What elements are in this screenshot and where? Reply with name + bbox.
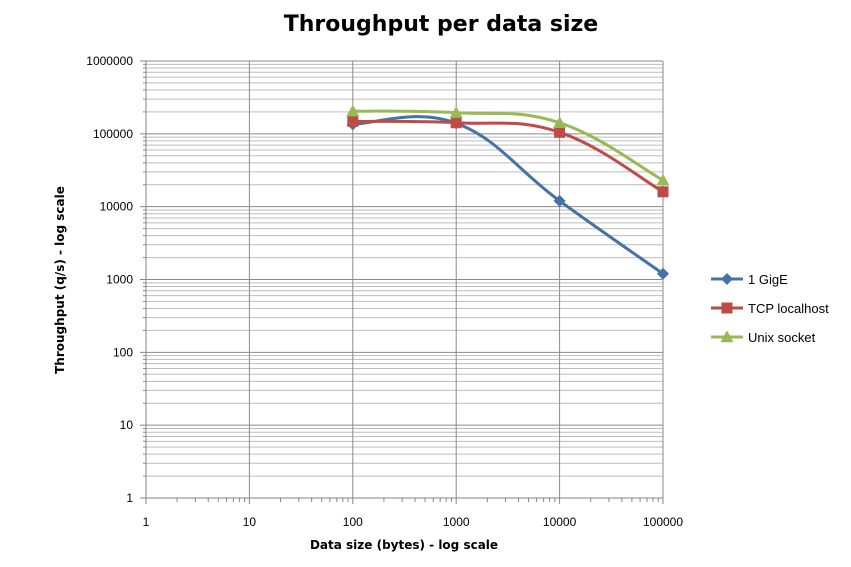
data-point-diamond <box>657 267 669 280</box>
series-line <box>351 119 665 194</box>
data-point-square <box>554 126 566 138</box>
legend-marker <box>721 273 733 285</box>
x-tick-label: 100000 <box>643 515 683 529</box>
data-point-triangle <box>449 106 463 118</box>
x-tick-label: 10000 <box>543 515 577 529</box>
y-tick-label: 100000 <box>93 127 133 141</box>
data-point-square <box>657 186 669 198</box>
data-point-triangle <box>346 104 360 117</box>
x-tick-label: 10 <box>243 515 257 529</box>
y-tick-label: 10000 <box>100 200 134 214</box>
data-point-square <box>347 115 359 127</box>
data-point-triangle <box>656 173 670 186</box>
legend: 1 GigE TCP localhost Unix socket <box>711 272 829 345</box>
series-1 <box>347 115 669 198</box>
legend-item: 1 GigE <box>711 272 788 287</box>
series-2 <box>346 104 670 186</box>
axes <box>140 60 664 504</box>
x-tick-label: 100 <box>343 515 363 529</box>
tick-labels: 1 10 100 1000 10000 100000 1000000 1 10 100 1000 10… <box>86 54 683 529</box>
series-line <box>351 109 665 182</box>
series-layer <box>346 104 670 280</box>
series-line <box>351 115 665 276</box>
chart-title: Throughput per data size <box>284 12 598 37</box>
data-point-diamond <box>553 194 566 207</box>
x-tick-label: 1000 <box>443 515 470 529</box>
grid <box>146 60 664 499</box>
y-tick-label: 1000000 <box>86 54 133 68</box>
y-axis-title: Throughput (q/s) - log scale <box>53 186 67 374</box>
data-point-square <box>450 117 462 129</box>
legend-marker <box>721 302 733 314</box>
legend-label: Unix socket <box>748 330 816 345</box>
y-tick-label: 1 <box>126 491 133 505</box>
legend-marker <box>720 330 734 343</box>
y-tick-label: 10 <box>120 418 134 432</box>
y-tick-label: 100 <box>113 345 133 359</box>
x-tick-label: 1 <box>143 515 150 529</box>
legend-label: 1 GigE <box>748 272 788 287</box>
x-axis-title: Data size (bytes) - log scale <box>310 538 498 552</box>
y-tick-label: 1000 <box>106 273 133 287</box>
legend-item: Unix socket <box>711 330 816 345</box>
legend-label: TCP localhost <box>748 301 829 316</box>
legend-item: TCP localhost <box>711 301 829 316</box>
data-point-triangle <box>553 116 567 128</box>
